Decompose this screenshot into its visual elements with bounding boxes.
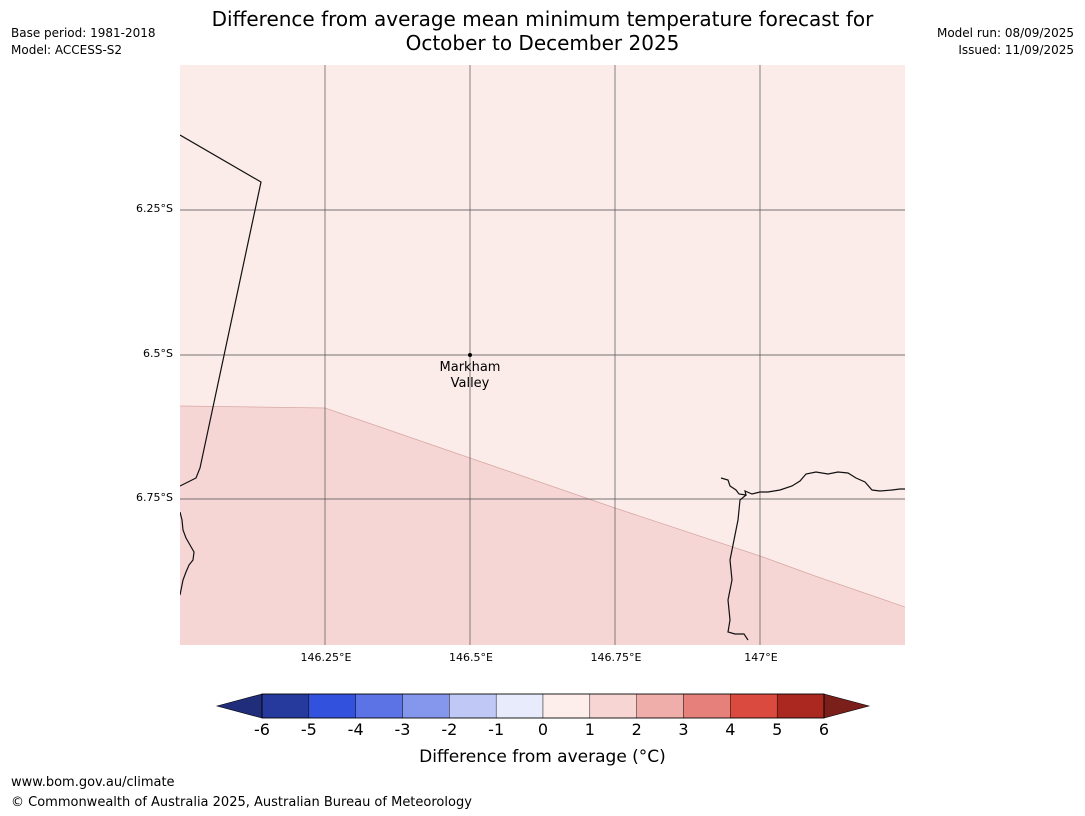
colorbar-tick-label: -5 bbox=[300, 720, 317, 739]
coastline-west bbox=[180, 134, 262, 487]
issued-date: Issued: 11/09/2025 bbox=[958, 43, 1074, 57]
header-right: Model run: 08/09/2025 Issued: 11/09/2025 bbox=[937, 25, 1074, 59]
colorbar-segment bbox=[636, 693, 684, 719]
colorbar-label: Difference from average (°C) bbox=[419, 747, 666, 767]
place-label-line1: Markham bbox=[439, 360, 501, 375]
title-line2: October to December 2025 bbox=[405, 31, 680, 55]
colorbar-segment bbox=[495, 693, 544, 719]
colorbar-tick-label: -6 bbox=[254, 720, 270, 739]
colorbar-tick-label: 4 bbox=[725, 720, 736, 739]
footer-copyright: © Commonwealth of Australia 2025, Austra… bbox=[11, 795, 472, 810]
map-title: Difference from average mean minimum tem… bbox=[150, 7, 935, 55]
lon-label-146-75e: 146.75°E bbox=[590, 651, 642, 664]
colorbar-segment bbox=[730, 693, 778, 719]
coastline-southwest bbox=[180, 511, 195, 596]
colorbar-tick-label: 5 bbox=[772, 720, 783, 739]
colorbar-tick-label: -3 bbox=[394, 720, 411, 739]
model-name: Model: ACCESS-S2 bbox=[11, 43, 123, 57]
colorbar-low-extension bbox=[215, 693, 263, 719]
coastline-river bbox=[727, 494, 749, 641]
colorbar-segments bbox=[261, 693, 825, 719]
lon-label-147e: 147°E bbox=[744, 651, 778, 664]
colorbar-high-extension bbox=[823, 693, 871, 719]
zone-1-to-2 bbox=[180, 406, 905, 645]
colorbar-segment bbox=[449, 693, 497, 719]
model-run: Model run: 08/09/2025 bbox=[936, 26, 1074, 40]
colorbar-segment bbox=[261, 693, 310, 719]
colorbar-segment bbox=[308, 693, 356, 719]
place-label-line2: Valley bbox=[450, 376, 490, 391]
colorbar-tick-label: -4 bbox=[347, 720, 364, 739]
base-period: Base period: 1981-2018 bbox=[11, 26, 156, 40]
lat-label-6-25s: 6.25°S bbox=[136, 202, 173, 215]
colorbar-tick-label: 3 bbox=[678, 720, 689, 739]
colorbar-segment bbox=[589, 693, 637, 719]
graticule bbox=[180, 65, 905, 645]
place-marker-markham-valley bbox=[468, 353, 472, 357]
colorbar-tick-label: 2 bbox=[631, 720, 642, 739]
colorbar-frame bbox=[261, 693, 825, 719]
colorbar-segment bbox=[776, 693, 825, 719]
colorbar-tick-label: -1 bbox=[488, 720, 505, 739]
lon-label-146-5e: 146.5°E bbox=[449, 651, 493, 664]
colorbar-tick-label: -2 bbox=[441, 720, 458, 739]
header-left: Base period: 1981-2018 Model: ACCESS-S2 bbox=[11, 25, 156, 59]
colorbar-tick-label: 1 bbox=[584, 720, 595, 739]
place-label-markham-valley: Markham Valley bbox=[430, 360, 510, 392]
lat-label-6-75s: 6.75°S bbox=[136, 491, 173, 504]
colorbar-segment bbox=[402, 693, 450, 719]
coastline-southeast bbox=[720, 471, 905, 496]
footer-url[interactable]: www.bom.gov.au/climate bbox=[11, 775, 175, 790]
colorbar-tick-label: 6 bbox=[818, 720, 830, 739]
lon-label-146-25e: 146.25°E bbox=[300, 651, 352, 664]
colorbar-segment bbox=[355, 693, 403, 719]
lat-label-6-5s: 6.5°S bbox=[143, 347, 173, 360]
colorbar-tick-label: 0 bbox=[537, 720, 549, 739]
coastlines bbox=[180, 134, 905, 641]
title-line1: Difference from average mean minimum tem… bbox=[211, 7, 874, 31]
colorbar-segment bbox=[542, 693, 591, 719]
colorbar-segment bbox=[683, 693, 731, 719]
